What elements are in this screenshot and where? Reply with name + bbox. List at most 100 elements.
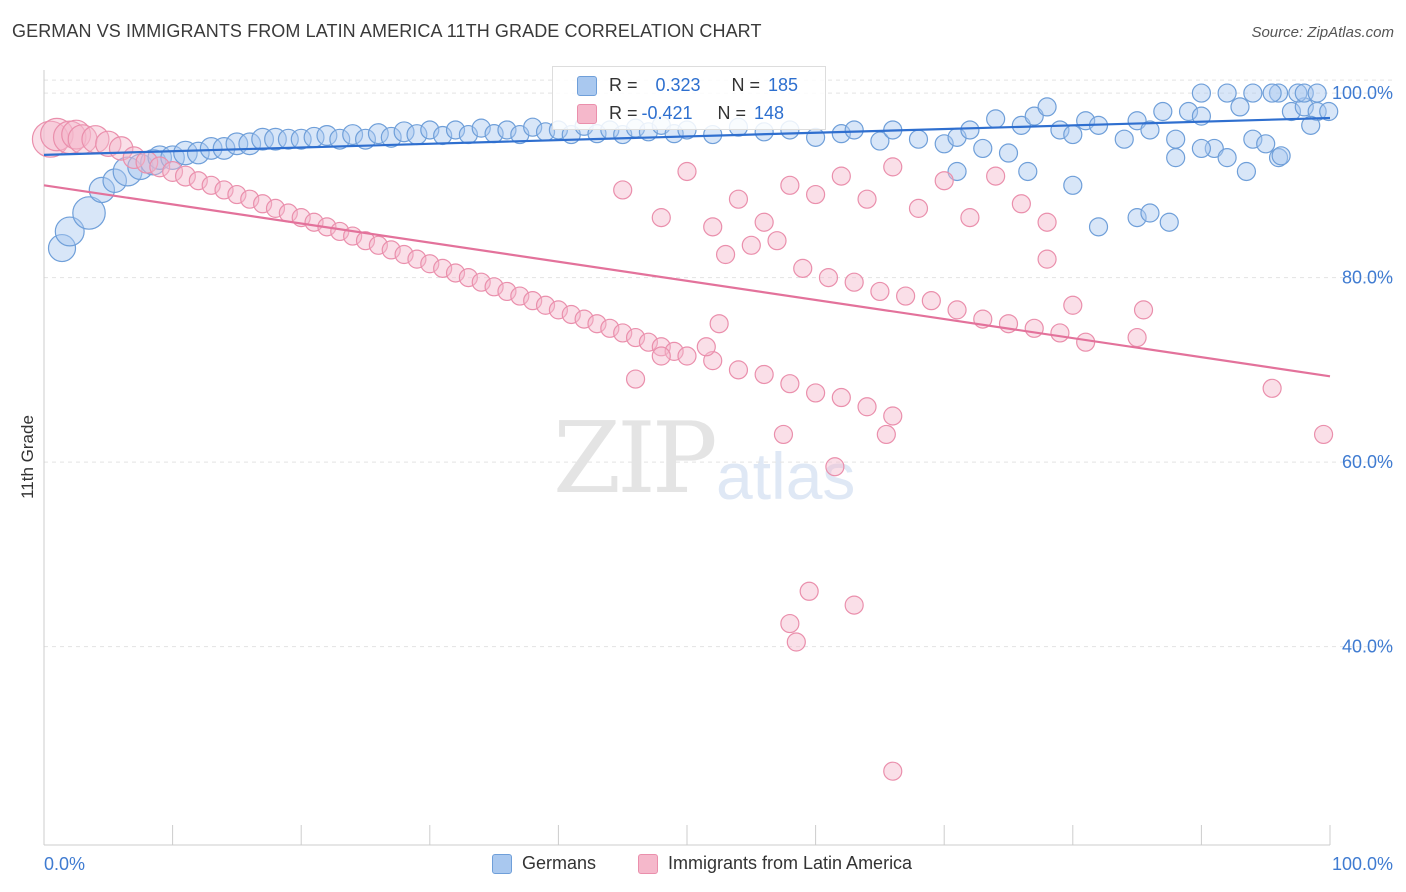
germans-point bbox=[1268, 83, 1289, 103]
latin-america-point bbox=[174, 165, 196, 187]
germans-point bbox=[1243, 83, 1263, 103]
germans-point bbox=[1153, 101, 1173, 122]
latin-america-point bbox=[844, 595, 864, 615]
germans-point bbox=[497, 120, 517, 140]
germans-point bbox=[1037, 97, 1057, 117]
germans-point bbox=[844, 120, 864, 140]
stats-r-value: 0.323 bbox=[655, 75, 701, 95]
latin-america-point bbox=[677, 346, 697, 366]
latin-america-point bbox=[265, 198, 286, 218]
latin-america-point bbox=[709, 314, 729, 334]
latin-america-point bbox=[613, 180, 633, 200]
axes bbox=[43, 70, 1331, 846]
legend-item-germans[interactable]: Germans bbox=[492, 853, 596, 874]
watermark-zip: ZIP bbox=[553, 402, 718, 516]
germans-point bbox=[1018, 161, 1038, 182]
latin-america-point bbox=[947, 300, 967, 320]
germans-point bbox=[445, 120, 466, 140]
germans-point bbox=[973, 138, 993, 159]
germans-point bbox=[1127, 208, 1147, 228]
latin-america-point bbox=[677, 161, 697, 182]
latin-america-point bbox=[1133, 300, 1154, 320]
germans-point bbox=[173, 140, 198, 166]
germans-point bbox=[1114, 129, 1134, 149]
latin-america-point bbox=[664, 341, 684, 361]
latin-america-point bbox=[741, 235, 761, 255]
germans-point bbox=[1236, 161, 1257, 182]
latin-america-point bbox=[433, 258, 453, 278]
tick-labels: 40.0% 60.0% 80.0% 100.0% 0.0% 100.0% 11th Grad… bbox=[18, 83, 1393, 874]
latin-america-point bbox=[857, 189, 877, 209]
germans-point bbox=[1140, 120, 1160, 140]
stats-r-label: R = bbox=[609, 103, 638, 123]
germans-point bbox=[1166, 148, 1186, 168]
germans-point bbox=[1063, 124, 1083, 145]
stats-n-value: 185 bbox=[768, 75, 799, 95]
latin-america-point bbox=[825, 457, 845, 477]
latin-america-point bbox=[162, 160, 184, 182]
germans-point bbox=[1191, 138, 1212, 159]
germans-point bbox=[998, 143, 1019, 163]
latin-america-point bbox=[201, 175, 221, 195]
germans-point bbox=[393, 121, 415, 143]
germans-point bbox=[1011, 115, 1031, 135]
germans-point bbox=[102, 168, 128, 194]
stats-n-label: N = bbox=[717, 103, 747, 123]
latin-america-point bbox=[497, 281, 517, 302]
germans-point bbox=[88, 176, 116, 204]
legend-swatch-latin-america bbox=[638, 853, 658, 874]
germans-point bbox=[342, 124, 364, 146]
germans-point bbox=[805, 127, 826, 147]
germans-point bbox=[1178, 101, 1199, 122]
legend-swatch-germans bbox=[492, 853, 512, 874]
germans-point bbox=[186, 141, 210, 165]
germans-point bbox=[199, 137, 223, 160]
latin-america-point bbox=[355, 231, 376, 251]
latin-america-point bbox=[767, 231, 787, 251]
latin-america-point bbox=[773, 424, 794, 445]
latin-america-point bbox=[484, 277, 504, 297]
latin-america-point bbox=[1127, 327, 1147, 348]
latin-america-point bbox=[883, 406, 903, 426]
germans-point bbox=[1319, 101, 1339, 122]
latin-america-point bbox=[908, 198, 929, 218]
stats-n-value: 148 bbox=[754, 103, 785, 123]
y-tick-label: 100.0% bbox=[1332, 83, 1393, 103]
germans-point bbox=[908, 129, 929, 149]
legend-item-latin-america[interactable]: Immigrants from Latin America bbox=[638, 853, 912, 874]
latin-america-point bbox=[523, 291, 543, 311]
germans-point bbox=[960, 120, 980, 140]
latin-america-point bbox=[754, 212, 774, 232]
latin-america-point bbox=[1024, 318, 1044, 338]
latin-america-point bbox=[407, 249, 427, 269]
latin-america-point bbox=[108, 136, 134, 161]
latin-america-point bbox=[696, 337, 716, 357]
latin-america-point bbox=[934, 171, 954, 191]
germans-point bbox=[1127, 111, 1147, 131]
latin-america-point bbox=[510, 286, 530, 306]
stats-r-label: R = bbox=[609, 75, 638, 95]
germans-point bbox=[1230, 97, 1250, 117]
latin-america-point bbox=[240, 189, 260, 209]
legend-label-latin-america: Immigrants from Latin America bbox=[668, 853, 913, 873]
latin-america-point bbox=[95, 130, 122, 158]
germans-point bbox=[1307, 83, 1327, 103]
latin-america-point bbox=[1037, 249, 1057, 269]
germans-point bbox=[1063, 175, 1083, 195]
germans-point bbox=[251, 127, 275, 151]
chart-title: GERMAN VS IMMIGRANTS FROM LATIN AMERICA … bbox=[12, 21, 762, 41]
latin-america-point bbox=[780, 613, 800, 634]
latin-america-point bbox=[1262, 378, 1282, 398]
germans-point bbox=[1301, 115, 1321, 135]
latin-america-point bbox=[1076, 332, 1096, 352]
watermark-atlas: atlas bbox=[716, 439, 856, 513]
y-axis-label: 11th Grade bbox=[18, 415, 37, 499]
germans-point bbox=[72, 196, 106, 230]
germans-point bbox=[986, 109, 1006, 129]
latin-america-point bbox=[754, 364, 774, 385]
latin-america-point bbox=[253, 194, 273, 214]
germans-point bbox=[1281, 101, 1302, 122]
latin-america-point bbox=[870, 281, 890, 302]
latin-america-point bbox=[844, 272, 864, 292]
